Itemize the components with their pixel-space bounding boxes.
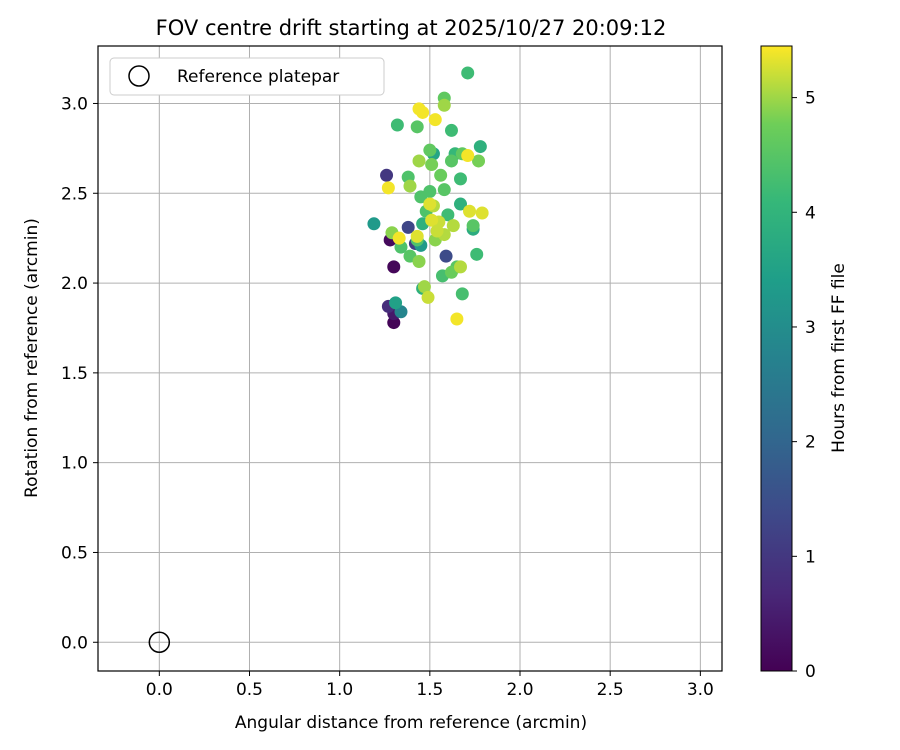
data-point (381, 181, 395, 195)
data-point (455, 287, 469, 301)
data-point (367, 217, 381, 231)
data-point (403, 179, 417, 193)
data-point (475, 206, 489, 220)
data-point (389, 296, 403, 310)
colorbar-gradient (760, 45, 793, 672)
data-point (416, 105, 430, 119)
data-point (401, 220, 415, 234)
colorbar-tick-label: 0 (805, 662, 816, 682)
grid (98, 46, 722, 671)
colorbar-tick-label: 1 (805, 547, 816, 567)
data-point (387, 316, 401, 330)
legend-label: Reference platepar (177, 67, 339, 87)
x-tick-label: 3.0 (687, 680, 714, 700)
data-point (453, 172, 467, 186)
colorbar-tick-label: 2 (805, 433, 816, 453)
data-point (414, 190, 428, 204)
legend-marker-icon (128, 65, 150, 87)
data-point (444, 123, 458, 137)
data-point (417, 280, 431, 294)
x-axis-ticks: 0.0 0.5 1.0 1.5 2.0 2.5 3.0 (146, 671, 714, 700)
data-point (410, 120, 424, 134)
data-point (472, 154, 486, 168)
colorbar-tick-label: 5 (805, 89, 816, 109)
data-point (430, 224, 444, 238)
y-tick-label: 1.0 (61, 454, 88, 474)
data-point (453, 197, 467, 211)
data-point (428, 113, 442, 127)
legend-box (109, 57, 385, 96)
legend: Reference platepar (109, 57, 385, 96)
x-tick-label: 2.5 (597, 680, 624, 700)
data-point (461, 66, 475, 80)
colorbar-label: Hours from first FF file (829, 263, 849, 453)
data-point (473, 140, 487, 154)
data-point (380, 168, 394, 182)
y-axis-label: Rotation from reference (arcmin) (22, 218, 42, 498)
x-axis-label: Angular distance from reference (arcmin) (235, 713, 587, 733)
data-point (412, 255, 426, 269)
x-tick-label: 0.5 (236, 680, 263, 700)
data-point (453, 260, 467, 274)
x-tick-label: 1.0 (326, 680, 353, 700)
data-point (450, 312, 464, 326)
data-point (421, 290, 435, 304)
data-point (434, 168, 448, 182)
chart-title: FOV centre drift starting at 2025/10/27 … (156, 16, 667, 40)
data-point (425, 213, 439, 227)
data-point (439, 249, 453, 263)
data-point (437, 183, 451, 197)
data-point (461, 149, 475, 163)
data-point (423, 143, 437, 157)
data-point (410, 229, 424, 243)
data-point (446, 219, 460, 233)
x-tick-label: 0.0 (146, 680, 173, 700)
reference-platepar-marker (148, 631, 171, 654)
plot-frame (97, 45, 723, 672)
colorbar-tick-label: 4 (805, 203, 816, 223)
data-point (390, 118, 404, 132)
y-tick-label: 2.5 (61, 184, 88, 204)
y-tick-label: 1.5 (61, 364, 88, 384)
data-point (392, 231, 406, 245)
data-point (437, 98, 451, 112)
data-point (423, 197, 437, 211)
data-point (463, 204, 477, 218)
data-point (412, 154, 426, 168)
data-points (367, 66, 489, 330)
data-point (387, 260, 401, 274)
colorbar-ticks: 0 1 2 3 4 5 (792, 89, 816, 682)
x-tick-label: 1.5 (416, 680, 443, 700)
y-axis-ticks: 0.0 0.5 1.0 1.5 2.0 2.5 3.0 (61, 94, 98, 653)
data-point (441, 208, 455, 222)
y-tick-label: 0.0 (61, 633, 88, 653)
colorbar-tick-label: 3 (805, 318, 816, 338)
colorbar: 0 1 2 3 4 5 Hours from first FF file (760, 45, 849, 682)
y-tick-label: 0.5 (61, 543, 88, 563)
x-tick-label: 2.0 (506, 680, 533, 700)
data-point (425, 158, 439, 172)
data-point (444, 154, 458, 168)
data-point (466, 219, 480, 233)
y-tick-label: 3.0 (61, 94, 88, 114)
y-tick-label: 2.0 (61, 274, 88, 294)
data-point (470, 247, 484, 261)
